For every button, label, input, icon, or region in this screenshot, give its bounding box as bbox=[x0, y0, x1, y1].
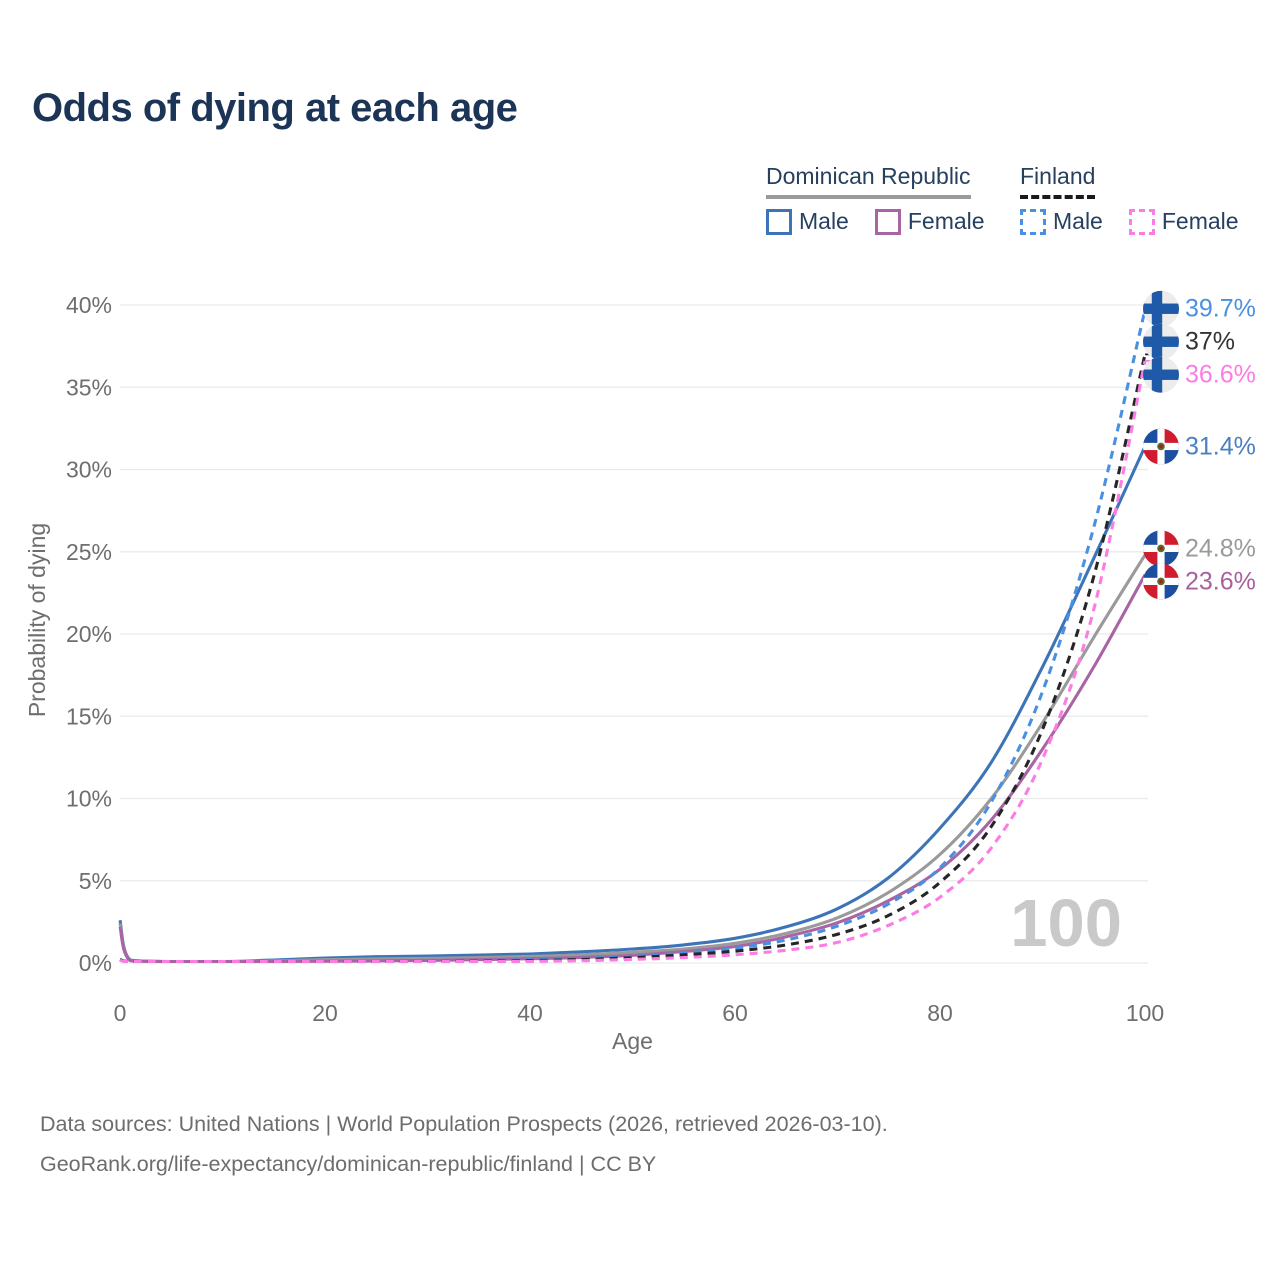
end-label-finland-female: 36.6% bbox=[1185, 361, 1256, 389]
dominican-republic-flag-icon bbox=[1143, 530, 1179, 567]
y-tick-label: 15% bbox=[66, 703, 112, 729]
end-label-dominican-republic-all: 24.8% bbox=[1185, 534, 1256, 562]
series-line-finland-female[interactable] bbox=[119, 360, 1147, 964]
legend-country-finland[interactable]: Finland bbox=[1020, 163, 1096, 199]
y-axis-title: Probability of dying bbox=[24, 523, 50, 717]
y-tick-label: 30% bbox=[66, 457, 112, 483]
end-marker-dominican-republic-all[interactable]: 24.8% bbox=[1143, 530, 1256, 567]
georank-link[interactable]: GeoRank.org/life-expectancy/dominican-re… bbox=[40, 1152, 657, 1176]
y-tick-label: 35% bbox=[66, 374, 112, 400]
fi-female-swatch-icon bbox=[1128, 208, 1155, 235]
y-tick-label: 10% bbox=[66, 786, 112, 812]
fi-male-swatch-icon bbox=[1020, 208, 1046, 235]
legend-item-dr-female[interactable]: Female bbox=[874, 208, 985, 235]
legend-item-dr-male[interactable]: Male bbox=[766, 208, 849, 235]
y-tick-label: 20% bbox=[66, 621, 112, 647]
y-tick-label: 40% bbox=[66, 292, 112, 318]
dr-female-swatch-icon bbox=[874, 208, 901, 235]
finland-flag-cross bbox=[1143, 290, 1179, 327]
x-tick-label: 40 bbox=[517, 1000, 543, 1026]
legend-item-label: Male bbox=[1053, 208, 1103, 234]
data-sources-text: Data sources: United Nations | World Pop… bbox=[40, 1112, 888, 1136]
legend-items-dominican-republic: Male Female bbox=[766, 208, 985, 235]
page-title: Odds of dying at each age bbox=[32, 86, 518, 130]
legend-group-dominican-republic: Dominican Republic Male Female bbox=[766, 163, 985, 235]
end-marker-dominican-republic-male[interactable]: 31.4% bbox=[1143, 428, 1256, 465]
legend-item-label: Female bbox=[1161, 208, 1239, 234]
x-tick-label: 60 bbox=[722, 1000, 748, 1026]
end-label-finland-all: 37% bbox=[1185, 328, 1235, 356]
legend-country-label: Finland bbox=[1020, 163, 1096, 189]
end-marker-finland-female[interactable]: 36.6% bbox=[1143, 356, 1256, 393]
x-tick-label: 100 bbox=[1126, 1000, 1164, 1026]
end-marker-finland-all[interactable]: 37% bbox=[1143, 323, 1235, 360]
end-label-finland-male: 39.7% bbox=[1185, 295, 1256, 323]
series-line-dominican-republic-all[interactable] bbox=[118, 554, 1147, 964]
y-tick-label: 0% bbox=[79, 950, 112, 976]
end-label-dominican-republic-male: 31.4% bbox=[1185, 432, 1256, 460]
legend-group-finland: Finland Male Female bbox=[1020, 163, 1239, 235]
end-label-dominican-republic-female: 23.6% bbox=[1185, 567, 1256, 595]
finland-flag-cross bbox=[1143, 323, 1179, 360]
legend-item-fi-male[interactable]: Male bbox=[1020, 208, 1103, 235]
x-tick-label: 20 bbox=[312, 1000, 338, 1026]
x-axis-title: Age bbox=[612, 1028, 653, 1054]
dr-male-swatch-icon bbox=[766, 208, 792, 235]
legend-items-finland: Male Female bbox=[1020, 208, 1239, 235]
series-line-dominican-republic-male[interactable] bbox=[118, 445, 1147, 964]
finland-flag-cross bbox=[1143, 356, 1179, 393]
x-tick-label: 80 bbox=[927, 1000, 953, 1026]
legend-country-dominican-republic[interactable]: Dominican Republic bbox=[766, 163, 971, 199]
series-line-finland-male[interactable] bbox=[119, 309, 1147, 964]
legend-country-label: Dominican Republic bbox=[766, 163, 971, 189]
x-tick-label: 0 bbox=[114, 1000, 127, 1026]
series-line-dominican-republic-female[interactable] bbox=[118, 574, 1147, 964]
dominican-republic-flag-icon bbox=[1143, 428, 1179, 465]
series-line-finland-all[interactable] bbox=[119, 354, 1147, 964]
end-marker-finland-male[interactable]: 39.7% bbox=[1143, 290, 1256, 327]
age-watermark: 100 bbox=[1010, 886, 1122, 961]
end-marker-dominican-republic-female[interactable]: 23.6% bbox=[1143, 563, 1256, 600]
dominican-republic-flag-icon bbox=[1143, 563, 1179, 600]
footer: Data sources: United Nations | World Pop… bbox=[40, 1104, 888, 1184]
legend-item-label: Female bbox=[907, 208, 985, 234]
y-tick-label: 25% bbox=[66, 539, 112, 565]
legend-item-label: Male bbox=[799, 208, 849, 234]
legend-item-fi-female[interactable]: Female bbox=[1128, 208, 1239, 235]
y-tick-label: 5% bbox=[79, 868, 112, 894]
